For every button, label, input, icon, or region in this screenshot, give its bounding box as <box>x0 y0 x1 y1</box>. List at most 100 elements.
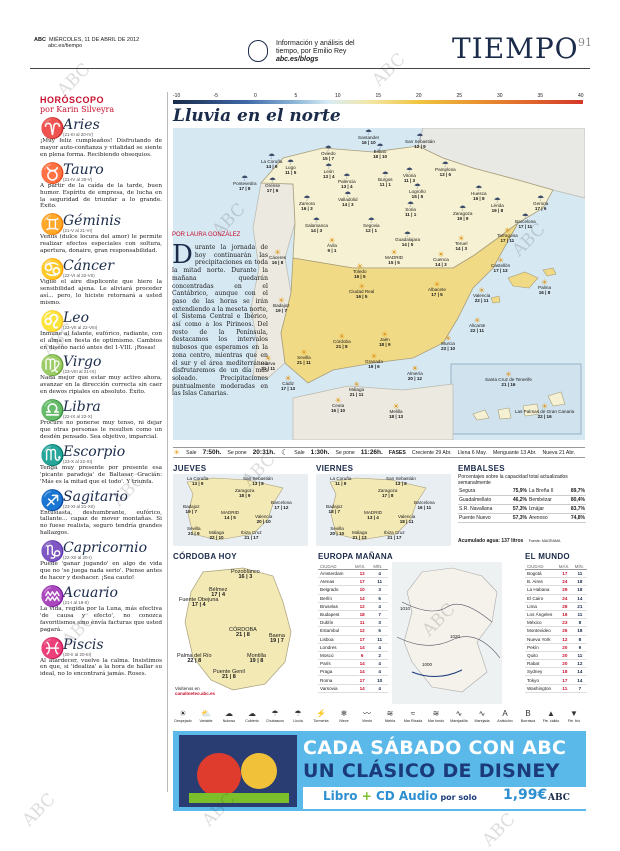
horoscope-sign: ♓ Piscis (20-II al 20-III) Al atardecer, vu… <box>40 636 162 679</box>
city-temp: 16 | 8 <box>473 196 485 201</box>
embalse-name: Arenoso <box>528 513 564 523</box>
max-cell: 17 <box>352 675 372 685</box>
disney-ad[interactable]: CADA SÁBADO CON ABC UN CLÁSICO DE DISNEY… <box>173 731 586 811</box>
city-temp: 11 | 1 <box>405 212 417 217</box>
table-row: Roma 17 10 <box>318 675 388 685</box>
legend-label: Nuboso <box>222 719 236 723</box>
embalse-name: La Breña II <box>528 487 564 496</box>
city-temp: 17 | 6 <box>266 188 279 193</box>
city-label: ☀ Cáceres 16 | 8 <box>269 249 286 266</box>
city-temp: 13 | 4 <box>341 184 353 189</box>
city-temp: 19 | 7 <box>275 308 288 313</box>
max-cell: 12 <box>352 569 372 579</box>
viernes-city-label: Valencia 18 | 11 <box>398 514 415 524</box>
max-cell: 14 <box>352 643 372 652</box>
max-cell: 17 <box>556 675 573 685</box>
embalse-name: Guadalmellato <box>458 495 507 505</box>
sign-name: Acuario <box>63 584 118 601</box>
city-name: Barcelona <box>515 219 536 224</box>
sign-text: Venus (dulce locura del amor) le permite… <box>40 234 162 255</box>
min-cell: 2 <box>371 651 388 661</box>
city-name: MADRID <box>221 510 240 515</box>
cordoba-map: Pozoblanco 16 | 3 Bélmez 17 | 4 Fuente Obeju… <box>173 562 311 702</box>
embalse-value: 46,2% <box>506 495 529 505</box>
weather-icon: ☀ <box>392 402 400 411</box>
city-name: Córdoba <box>333 339 351 344</box>
max-cell: 24 <box>556 594 573 603</box>
max-cell: 23 <box>556 618 573 628</box>
city-name: Santander <box>358 135 380 140</box>
city-cell: Estambul <box>318 626 353 636</box>
city-temp: 18 | 9 <box>238 493 251 498</box>
europa-table: CIUDAD MÁX. MÍN. Ámsterdam 12 4 Atenas 17 11 Belg… <box>318 564 388 693</box>
city-name: CÓRDOBA <box>229 627 257 633</box>
city-temp: 17 | 4 <box>191 602 206 608</box>
sign-name: Piscis <box>63 636 104 653</box>
city-name: Santa Cruz de Tenerife <box>485 377 532 382</box>
min-cell: 4 <box>371 684 388 693</box>
table-row: México 23 8 <box>525 618 587 628</box>
sign-name: Escorpio <box>63 443 126 460</box>
embalse-value: 74,8% <box>563 513 586 523</box>
city-cell: Sydney <box>525 667 557 677</box>
city-label: ☀ Ceuta 16 | 10 <box>331 396 345 414</box>
weather-icon: ☂ <box>403 230 412 239</box>
city-cell: Londres <box>318 643 353 652</box>
temp-scale-label: 30 <box>497 93 503 99</box>
temp-scale-label: 40 <box>578 93 584 99</box>
min-cell: 5 <box>371 626 388 636</box>
legend-label: Marejada <box>474 719 490 723</box>
embalse-row: Segura 75,9% La Breña II 89,7% <box>458 487 586 496</box>
weather-icon: ☂ <box>268 176 277 185</box>
city-label: ☀ Jaén 18 | 9 <box>379 331 391 348</box>
cordoba-footer-link[interactable]: canalmeteo.abc.es <box>175 691 216 696</box>
city-temp: 17 | 4 <box>211 592 226 598</box>
city-temp: 13 | 4 <box>323 174 335 179</box>
cordoba-city-label: Montilla 19 | 8 <box>247 653 266 664</box>
city-cell: B. Aires <box>525 577 557 587</box>
legend-label: Borrasca <box>520 719 536 723</box>
city-name: Las Palmas de Gran Canaria <box>515 409 575 414</box>
sign-text: Nada mejor que estar muy activo ahora, a… <box>40 375 162 396</box>
city-name: La Coruña <box>187 476 209 481</box>
max-cell: 18 <box>556 667 573 677</box>
embalse-value: 75,9% <box>506 487 529 496</box>
city-name: Murcia <box>441 341 455 346</box>
sign-text: Inmune al talante, eufórico, radiante, c… <box>40 330 162 351</box>
city-label: ☂ Bilbao 18 | 10 <box>373 143 387 160</box>
legend-item: ☀ Despejado <box>172 709 194 729</box>
table-header: MÁX. <box>352 564 372 570</box>
blog-link[interactable]: abc.es/blogs <box>276 56 319 63</box>
sign-text: Puede 'ganar jugando' en algo de vida qu… <box>40 561 162 581</box>
city-name: San Sebastián <box>386 476 416 481</box>
city-label: ☂ Pamplona 13 | 6 <box>435 161 456 178</box>
sunset-label: Se pone <box>227 449 247 456</box>
sign-dates: (23-VII al 22-VIII) <box>63 324 98 330</box>
sun-moon-row: ☀ Sale 7:50h. Se pone 20:31h. ☾ Sale 1:30h.… <box>173 447 585 458</box>
city-label: ☂ Pontevedra 17 | 8 <box>233 175 257 192</box>
sign-name: Tauro <box>63 161 104 178</box>
city-temp: 12 | 1 <box>365 228 378 233</box>
city-cell: Lisboa <box>318 635 353 644</box>
city-cell: París <box>318 659 353 669</box>
max-cell: 12 <box>352 602 372 611</box>
ad-cover-image <box>179 735 297 807</box>
header-rule <box>30 68 590 69</box>
city-name: Gerona <box>533 201 549 206</box>
jueves-city-label: Ibiza Cruz 21 | 17 <box>241 530 262 540</box>
ad-strip <box>303 787 586 809</box>
temp-scale-label: 15 <box>375 93 382 99</box>
weather-icon: ☀ <box>334 396 342 405</box>
city-temp: 18 | 13 <box>389 414 404 419</box>
city-temp: 17 | 8 <box>238 186 251 191</box>
blog-line2: tiempo, por Emilio Rey <box>276 48 347 55</box>
legend-item: A Anticiclón <box>494 709 516 729</box>
table-row: Lisboa 17 11 <box>318 635 388 644</box>
city-label: ☂ Salamanca 14 | 3 <box>305 217 328 234</box>
horoscope-sign: ♎ Libra (22-IX al 22-X) Procure no ponerse … <box>40 398 162 441</box>
city-cell: La Habana <box>525 585 557 595</box>
header-url[interactable]: abc.es/tiempo <box>48 43 83 49</box>
city-cell: Budapest <box>318 610 353 620</box>
viernes-city-label: La Coruña 11 | 9 <box>330 476 351 486</box>
